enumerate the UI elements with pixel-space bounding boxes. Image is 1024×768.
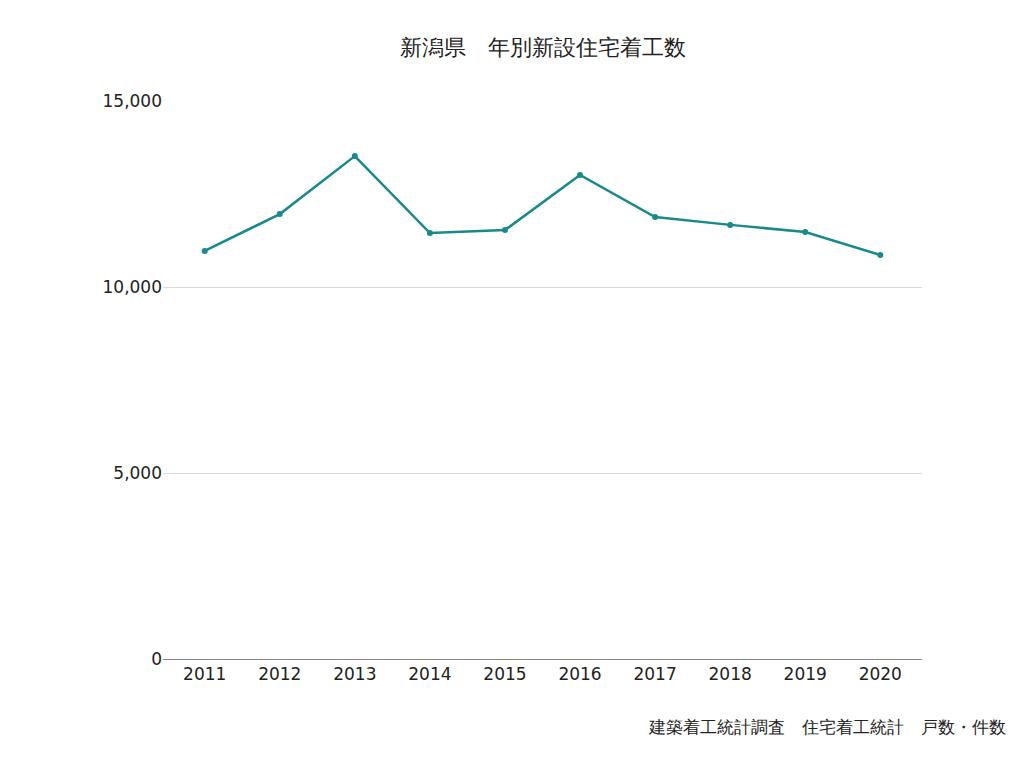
svg-text:建築着工統計調査 住宅着工統計 戸数・件数: 建築着工統計調査 住宅着工統計 戸数・件数 [648, 717, 1006, 737]
svg-text:15,000: 15,000 [103, 91, 162, 111]
svg-text:2012: 2012 [258, 664, 301, 684]
svg-text:2019: 2019 [784, 664, 827, 684]
svg-text:新潟県 年別新設住宅着工数: 新潟県 年別新設住宅着工数 [400, 35, 686, 60]
svg-text:2014: 2014 [408, 664, 451, 684]
svg-text:2020: 2020 [859, 664, 902, 684]
svg-text:5,000: 5,000 [113, 463, 162, 483]
svg-text:2017: 2017 [633, 664, 676, 684]
svg-text:2011: 2011 [183, 664, 226, 684]
svg-text:2016: 2016 [558, 664, 601, 684]
svg-text:10,000: 10,000 [103, 277, 162, 297]
svg-text:2013: 2013 [333, 664, 376, 684]
svg-text:2015: 2015 [483, 664, 526, 684]
svg-text:2018: 2018 [709, 664, 752, 684]
svg-text:0: 0 [151, 649, 162, 669]
